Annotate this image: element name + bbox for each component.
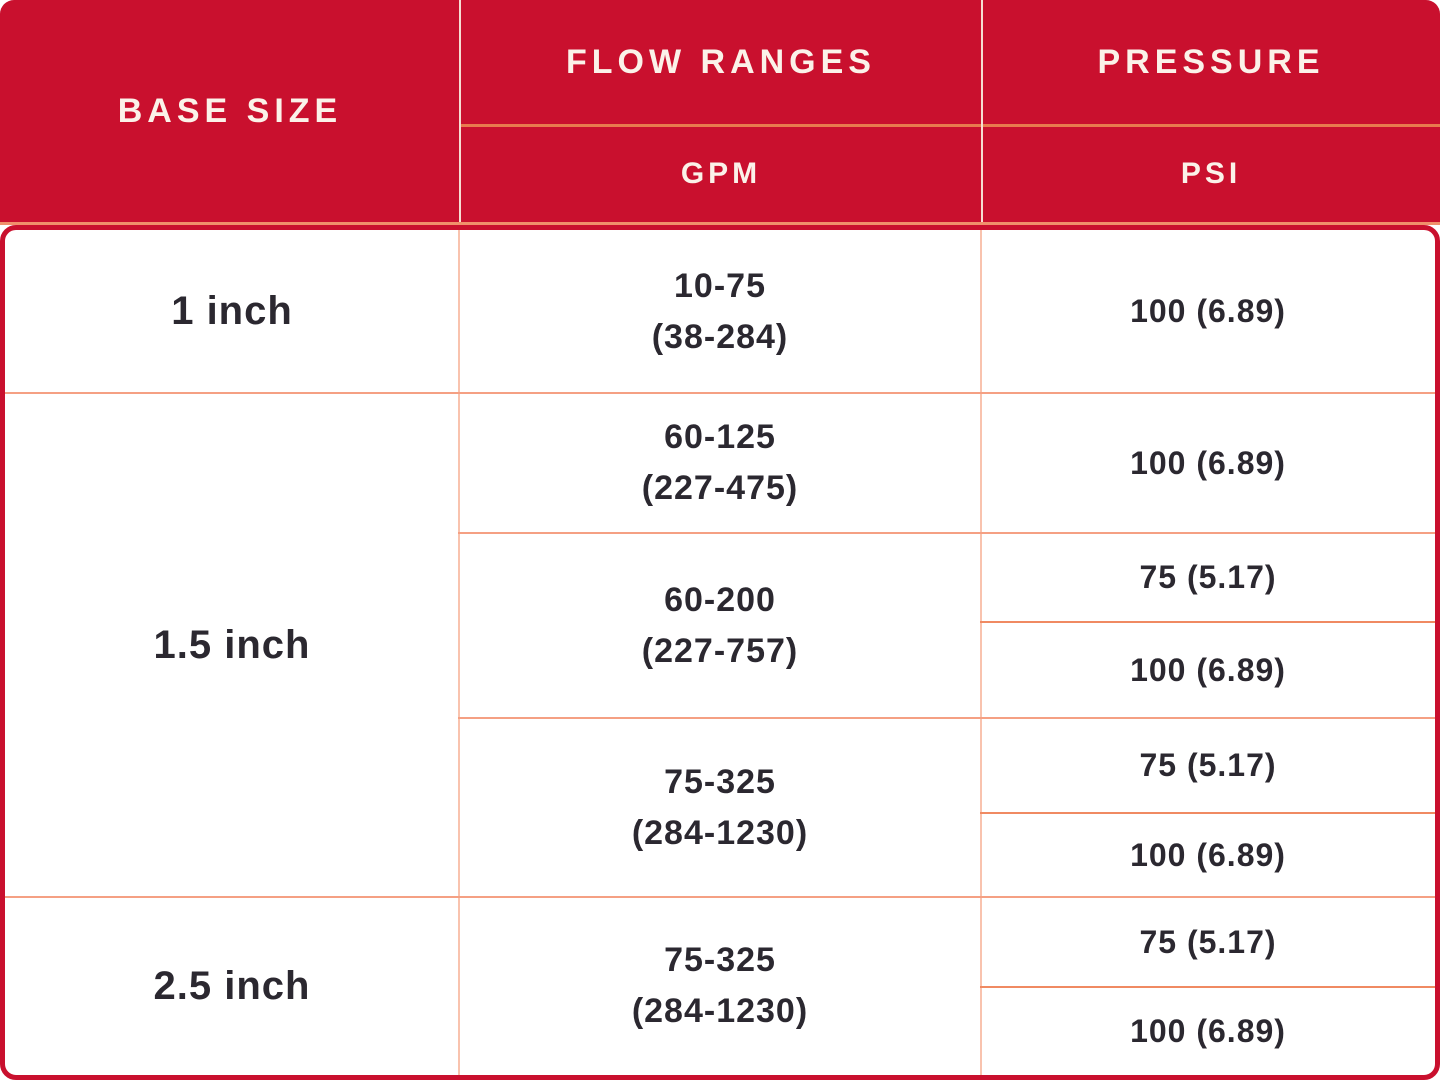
gpm-cell-10-75: 10-75 (38-284)	[459, 230, 981, 393]
gpm-range-value: 60-200	[664, 580, 776, 619]
psi-value: 75 (5.17)	[1139, 747, 1277, 783]
gpm-range-value: 75-325	[664, 762, 776, 801]
header-cell-psi: PSI	[982, 125, 1440, 222]
psi-value: 75 (5.17)	[1139, 923, 1277, 960]
psi-cell: 75 (5.17)	[981, 718, 1435, 813]
header-horizontal-divider	[460, 124, 1440, 127]
psi-cell: 100 (6.89)	[981, 987, 1435, 1075]
flow-ranges-header-label: FLOW RANGES	[566, 43, 876, 81]
gpm-metric-value: (38-284)	[651, 317, 789, 356]
header-cell-gpm: GPM	[460, 125, 982, 222]
header-cell-pressure: PRESSURE	[982, 0, 1440, 125]
gpm-metric-value: (284-1230)	[631, 813, 809, 852]
header-cell-flow-ranges: FLOW RANGES	[460, 0, 982, 125]
gpm-cell-75-325-b: 75-325 (284-1230)	[459, 897, 981, 1075]
psi-cell: 100 (6.89)	[981, 230, 1435, 393]
gpm-range-value: 10-75	[674, 266, 766, 305]
header-col-base-size: BASE SIZE	[0, 0, 460, 222]
base-size-value: 1.5 inch	[153, 622, 311, 667]
psi-value: 100 (6.89)	[1130, 836, 1286, 873]
header-col-flow-ranges: FLOW RANGES GPM	[460, 0, 982, 222]
header-vertical-divider-1	[459, 0, 461, 222]
gpm-range-value: 75-325	[664, 941, 776, 979]
pressure-header-label: PRESSURE	[1097, 43, 1325, 81]
psi-cell: 75 (5.17)	[981, 897, 1435, 987]
gpm-cell-60-125: 60-125 (227-475)	[459, 393, 981, 533]
psi-cell: 100 (6.89)	[981, 393, 1435, 533]
base-size-header-label: BASE SIZE	[117, 91, 343, 130]
psi-value: 75 (5.17)	[1139, 559, 1277, 595]
psi-value: 100 (6.89)	[1130, 1012, 1286, 1049]
gpm-metric-value: (284-1230)	[631, 992, 809, 1030]
psi-cell: 100 (6.89)	[981, 813, 1435, 897]
header-vertical-divider-2	[981, 0, 983, 222]
base-size-value: 1 inch	[171, 289, 293, 333]
psi-value: 100 (6.89)	[1130, 651, 1286, 688]
gpm-metric-value: (227-757)	[641, 631, 799, 670]
psi-unit-label: PSI	[1180, 156, 1242, 190]
table-header: BASE SIZE FLOW RANGES GPM PRESSURE PSI	[0, 0, 1440, 225]
psi-cell: 75 (5.17)	[981, 533, 1435, 622]
psi-cell: 100 (6.89)	[981, 622, 1435, 718]
gpm-cell-75-325-a: 75-325 (284-1230)	[459, 718, 981, 897]
psi-value: 100 (6.89)	[1130, 444, 1286, 481]
header-col-pressure: PRESSURE PSI	[982, 0, 1440, 222]
gpm-metric-value: (227-475)	[641, 469, 799, 507]
base-size-cell-1-5-inch: 1.5 inch	[5, 393, 459, 897]
table-body-grid: 1 inch 1.5 inch 2.5 inch 10-75 (38-284) …	[5, 230, 1435, 1075]
header-cell-base-size: BASE SIZE	[0, 0, 460, 222]
base-size-cell-1-inch: 1 inch	[5, 230, 459, 393]
table-body: 1 inch 1.5 inch 2.5 inch 10-75 (38-284) …	[0, 225, 1440, 1080]
gpm-unit-label: GPM	[680, 156, 762, 190]
gpm-cell-60-200: 60-200 (227-757)	[459, 533, 981, 718]
base-size-cell-2-5-inch: 2.5 inch	[5, 897, 459, 1075]
gpm-range-value: 60-125	[664, 418, 776, 456]
table-header-grid: BASE SIZE FLOW RANGES GPM PRESSURE PSI	[0, 0, 1440, 222]
psi-value: 100 (6.89)	[1130, 293, 1286, 329]
base-size-value: 2.5 inch	[153, 963, 311, 1008]
